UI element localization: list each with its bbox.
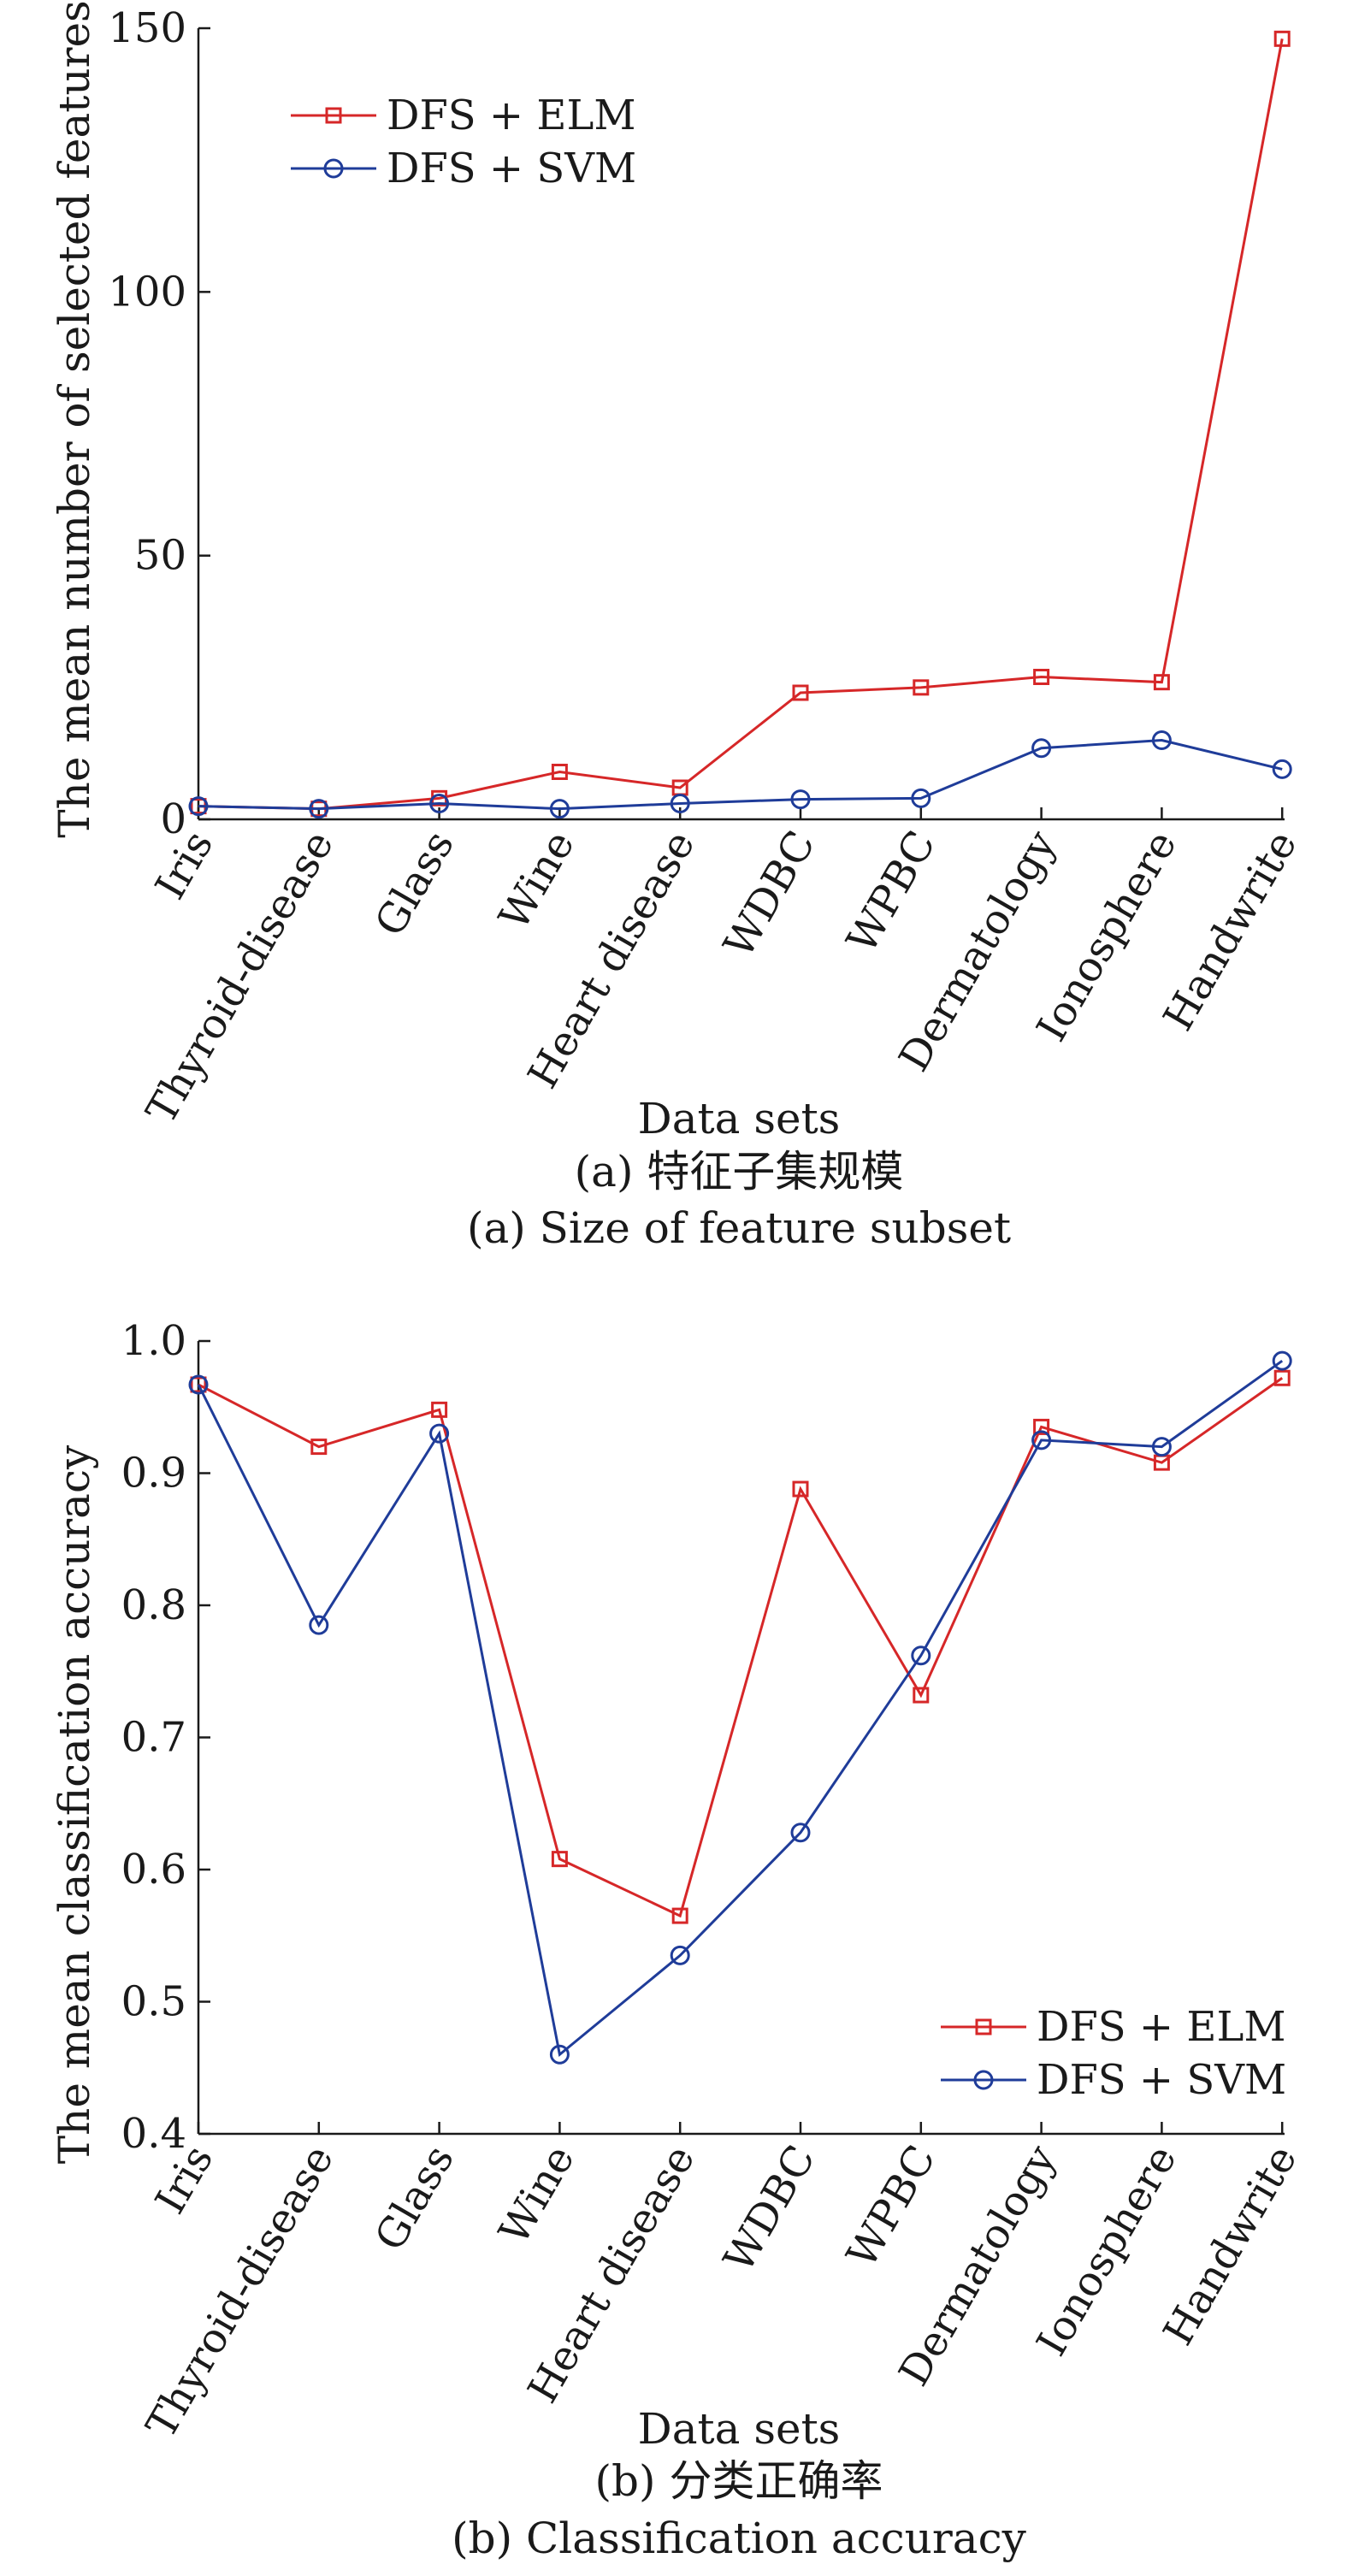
chart-a-series-elm-line bbox=[198, 38, 1284, 811]
chart-b-series-elm-point bbox=[792, 1480, 809, 1498]
chart-b-series-elm-point bbox=[1273, 1369, 1291, 1386]
chart-a: Data sets The mean number of selected fe… bbox=[50, 0, 1307, 1253]
chart-b-series-elm-point bbox=[551, 1851, 568, 1868]
chart-b-caption-cn: (b) 分类正确率 bbox=[595, 2456, 883, 2506]
chart-b: Data sets The mean classification accura… bbox=[50, 1317, 1307, 2563]
chart-b-x-tick-label: Glass bbox=[366, 2137, 464, 2259]
chart-a-series-elm-point bbox=[1153, 674, 1170, 691]
chart-b-y-tick-label: 0.4 bbox=[121, 2110, 186, 2158]
chart-a-y-tick-label: 0 bbox=[160, 795, 186, 843]
chart-a-y-tick-label: 50 bbox=[134, 532, 186, 580]
chart-b-caption-en: (b) Classification accuracy bbox=[452, 2514, 1026, 2563]
chart-b-y-axis-title: The mean classification accuracy bbox=[50, 1445, 99, 2164]
chart-a-x-tick-label: WPBC bbox=[837, 823, 945, 961]
chart-a-x-tick-label: Iris bbox=[146, 823, 222, 907]
chart-a-series-elm-point bbox=[1273, 30, 1291, 47]
chart-a-series-svm-point bbox=[549, 799, 570, 819]
chart-b-y-tick-label: 1.0 bbox=[121, 1317, 186, 1365]
chart-b-series-elm-point bbox=[913, 1687, 930, 1704]
chart-b-y-tick-label: 0.8 bbox=[121, 1581, 186, 1629]
chart-b-series-svm-point bbox=[1031, 1430, 1052, 1450]
chart-a-caption-cn: (a) 特征子集规模 bbox=[575, 1147, 904, 1196]
chart-b-legend-svm-marker bbox=[973, 2070, 994, 2090]
chart-b-x-tick-label: WDBC bbox=[715, 2137, 825, 2280]
chart-a-series-elm-point bbox=[551, 764, 568, 780]
chart-b-x-tick-label: WPBC bbox=[837, 2137, 945, 2276]
chart-a-series-svm-point bbox=[790, 789, 811, 810]
chart-b-series-svm-point bbox=[429, 1423, 450, 1444]
chart-a-series-elm-point bbox=[792, 684, 809, 701]
chart-b-y-tick-label: 0.5 bbox=[121, 1978, 186, 2026]
chart-b-y-tick-label: 0.6 bbox=[121, 1846, 186, 1894]
chart-b-series-elm-point bbox=[431, 1401, 448, 1418]
chart-a-series-svm-point bbox=[188, 796, 209, 817]
chart-a-legend-svm-marker bbox=[323, 158, 344, 179]
chart-a-series-svm-point bbox=[1272, 759, 1292, 779]
chart-b-series-svm-point bbox=[911, 1645, 931, 1666]
chart-b-y-tick-label: 0.9 bbox=[121, 1450, 186, 1498]
chart-b-series-svm-point bbox=[670, 1945, 690, 1965]
chart-a-series-svm-point bbox=[1031, 738, 1052, 759]
chart-a-x-axis-title: Data sets bbox=[638, 1094, 841, 1143]
chart-a-y-tick-label: 150 bbox=[108, 4, 186, 52]
chart-b-x-tick-label: Wine bbox=[490, 2137, 584, 2253]
chart-b-legend-elm-label: DFS + ELM bbox=[1037, 2003, 1285, 2051]
chart-a-x-tick-label: WDBC bbox=[715, 823, 825, 966]
chart-b-series-elm-point bbox=[190, 1376, 207, 1393]
chart-b-series-elm-point bbox=[671, 1907, 688, 1924]
chart-a-legend: DFS + ELM DFS + SVM bbox=[291, 92, 636, 192]
chart-b-legend-svm-label: DFS + SVM bbox=[1037, 2056, 1286, 2104]
chart-b-series-svm-point bbox=[1272, 1350, 1292, 1371]
chart-b-series-elm-point bbox=[1033, 1418, 1050, 1435]
chart-a-series-svm-point bbox=[670, 794, 690, 813]
chart-a-caption-en: (a) Size of feature subset bbox=[467, 1203, 1011, 1253]
chart-a-series-svm-point bbox=[911, 788, 931, 808]
chart-a-series-svm-line bbox=[198, 738, 1283, 811]
chart-b-series-svm-point bbox=[188, 1374, 209, 1395]
chart-a-x-tick-label: Glass bbox=[366, 823, 464, 944]
chart-a-y-axis-title: The mean number of selected features bbox=[50, 0, 99, 837]
chart-b-series-svm-point bbox=[790, 1823, 811, 1843]
chart-a-series-elm-point bbox=[1033, 669, 1050, 685]
chart-b-y-tick-label: 0.7 bbox=[121, 1714, 186, 1762]
chart-a-legend-elm-label: DFS + ELM bbox=[387, 92, 635, 139]
chart-a-series-svm-point bbox=[429, 794, 450, 813]
chart-b-x-axis-title: Data sets bbox=[638, 2404, 841, 2454]
chart-b-series-svm-line bbox=[197, 1359, 1284, 2058]
chart-a-x-tick-label: Wine bbox=[490, 823, 584, 938]
chart-b-legend-elm-marker bbox=[975, 2018, 992, 2035]
chart-b-legend: DFS + ELM DFS + SVM bbox=[941, 2003, 1286, 2104]
chart-b-series-elm-point bbox=[310, 1439, 328, 1456]
chart-b-series-svm-point bbox=[309, 1615, 329, 1635]
chart-b-series-svm-point bbox=[549, 2044, 570, 2065]
chart-a-legend-svm-label: DFS + SVM bbox=[387, 145, 636, 192]
chart-a-y-tick-label: 100 bbox=[108, 268, 186, 316]
chart-a-series-svm-point bbox=[309, 799, 329, 819]
chart-b-series-elm-line bbox=[198, 1377, 1284, 1918]
chart-a-legend-elm-marker bbox=[325, 107, 342, 124]
chart-b-series-svm-point bbox=[1151, 1437, 1172, 1457]
chart-a-series-elm-point bbox=[913, 679, 930, 696]
chart-a-series-svm-point bbox=[1151, 730, 1172, 750]
